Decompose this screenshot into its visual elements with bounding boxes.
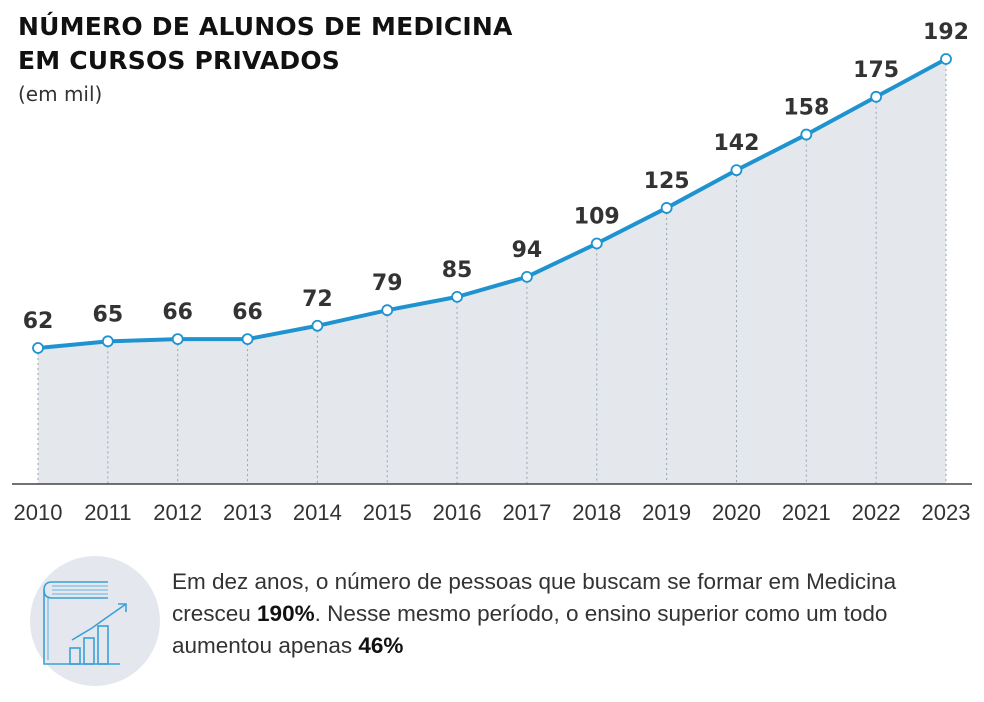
x-tick-label-2018: 2018 <box>572 500 621 525</box>
x-tick-label-2012: 2012 <box>153 500 202 525</box>
data-label-2019: 125 <box>644 169 690 194</box>
data-point-2010 <box>32 342 44 354</box>
data-point-2020 <box>730 164 743 177</box>
x-tick-label-2017: 2017 <box>502 500 551 525</box>
data-label-2017: 94 <box>512 238 543 263</box>
data-label-2018: 109 <box>574 205 620 230</box>
book-growth-chart-icon <box>30 556 160 686</box>
chart-title: NÚMERO DE ALUNOS DE MEDICINA EM CURSOS P… <box>18 10 513 78</box>
data-label-2015: 79 <box>372 271 403 296</box>
footer-text: Em dez anos, o número de pessoas que bus… <box>172 566 972 662</box>
x-tick-label-2022: 2022 <box>852 500 901 525</box>
footer-highlight-46: 46% <box>358 633 404 658</box>
footer-note: Em dez anos, o número de pessoas que bus… <box>30 556 970 696</box>
footer-text-part1: Em dez anos, o número de pessoas que bus… <box>172 569 897 626</box>
line-chart: 62 2010 65 2011 66 2012 66 2013 72 2014 79 2015 85 20… <box>12 20 972 525</box>
footer-text-part2: . Nesse mesmo período, o ensino superior… <box>172 601 888 658</box>
data-label-2020: 142 <box>713 131 759 156</box>
chart-subtitle: (em mil) <box>18 82 103 106</box>
x-tick-label-2013: 2013 <box>223 500 272 525</box>
x-tick-label-2020: 2020 <box>712 500 761 525</box>
data-label-2013: 66 <box>232 300 263 325</box>
x-tick-label-2016: 2016 <box>433 500 482 525</box>
chart-title-line2: EM CURSOS PRIVADOS <box>18 46 341 75</box>
x-tick-label-2019: 2019 <box>642 500 691 525</box>
data-point-2014 <box>311 319 324 332</box>
area-fill <box>38 59 946 484</box>
data-point-2018 <box>590 237 603 250</box>
data-point-2012 <box>171 333 184 346</box>
x-tick-label-2023: 2023 <box>922 500 971 525</box>
x-tick-label-2014: 2014 <box>293 500 342 525</box>
data-point-2017 <box>521 270 533 283</box>
x-tick-label-2010: 2010 <box>14 500 63 525</box>
data-label-2023: 192 <box>923 20 969 45</box>
data-label-2012: 66 <box>162 300 193 325</box>
data-label-2021: 158 <box>783 96 829 121</box>
data-point-2011 <box>101 335 114 348</box>
data-point-2015 <box>381 304 394 317</box>
x-tick-label-2011: 2011 <box>84 500 131 525</box>
data-point-2013 <box>241 333 254 346</box>
data-label-2016: 85 <box>442 258 473 283</box>
data-point-2019 <box>660 202 673 214</box>
data-point-2022 <box>870 90 883 103</box>
data-label-2014: 72 <box>302 287 333 312</box>
data-point-2016 <box>451 290 463 303</box>
series-line <box>36 57 948 350</box>
x-tick-label-2021: 2021 <box>782 500 831 525</box>
data-label-2010: 62 <box>23 309 54 334</box>
x-tick-label-2015: 2015 <box>363 500 412 525</box>
data-point-2021 <box>800 128 813 141</box>
footer-highlight-190: 190% <box>257 601 315 626</box>
chart-title-line1: NÚMERO DE ALUNOS DE MEDICINA <box>18 12 513 41</box>
data-label-2011: 65 <box>93 302 124 327</box>
data-point-2023 <box>940 53 952 65</box>
data-label-2022: 175 <box>853 58 899 83</box>
